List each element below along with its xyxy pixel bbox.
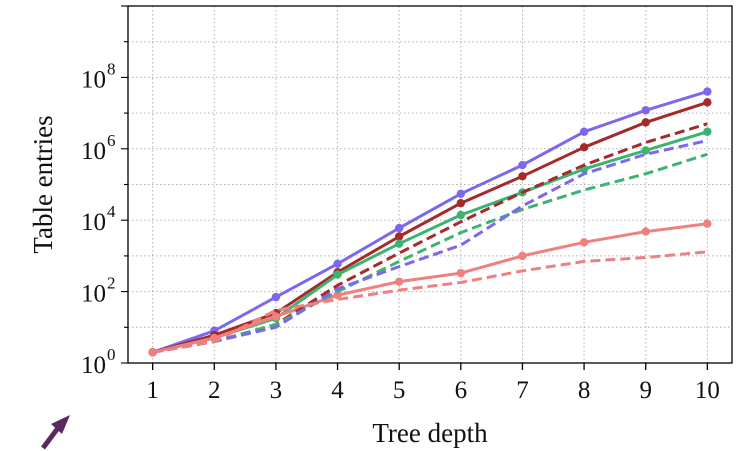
y-tick-label: 10	[81, 209, 106, 236]
data-point	[641, 227, 650, 236]
data-point	[456, 268, 466, 278]
data-point	[518, 160, 527, 170]
series-7	[152, 139, 708, 354]
y-tick-exponent: 4	[107, 202, 116, 221]
data-point	[641, 118, 650, 127]
y-tick-exponent: 0	[107, 345, 116, 364]
tick-marks	[121, 5, 708, 370]
series-2	[148, 98, 712, 357]
data-point	[394, 232, 404, 241]
series-line	[152, 222, 708, 354]
data-point	[518, 172, 527, 181]
y-tick-exponent: 6	[107, 131, 116, 150]
series-group	[148, 87, 712, 357]
y-tick-exponent: 2	[107, 274, 116, 293]
x-tick-label: 2	[208, 377, 221, 404]
x-tick-label: 9	[639, 377, 652, 404]
data-point	[703, 127, 712, 136]
x-tick-labels: 1 2 3 4 5 6 7 8 9 10	[146, 377, 719, 404]
data-point	[333, 270, 342, 279]
data-point	[394, 223, 404, 233]
grid-lines	[128, 6, 732, 363]
data-point	[394, 277, 404, 286]
x-tick-label: 5	[393, 377, 406, 404]
data-point	[579, 238, 589, 247]
data-point	[271, 312, 281, 321]
data-point	[641, 146, 650, 155]
y-tick-label: 10	[81, 281, 106, 308]
x-tick-label: 4	[331, 377, 344, 404]
data-point	[641, 106, 650, 115]
data-point	[579, 143, 589, 152]
data-point	[394, 239, 404, 248]
x-tick-label: 8	[578, 377, 591, 404]
x-tick-label: 1	[146, 377, 159, 404]
data-point	[271, 292, 281, 302]
y-tick-label: 10	[81, 66, 106, 93]
x-tick-label: 10	[695, 377, 720, 404]
series-line	[152, 100, 708, 354]
data-point	[518, 251, 527, 261]
y-tick-exponent: 8	[107, 59, 116, 78]
arrow-icon	[41, 415, 70, 450]
data-point	[703, 98, 712, 107]
data-point	[333, 259, 342, 269]
series-line	[152, 90, 708, 354]
data-point	[703, 87, 712, 96]
series-line	[152, 139, 708, 354]
data-point	[579, 127, 589, 136]
y-tick-label: 10	[81, 138, 106, 165]
series-line	[152, 250, 708, 354]
y-axis-label: Table entries	[28, 115, 58, 253]
data-point	[456, 210, 466, 220]
data-point	[456, 189, 466, 198]
x-tick-label: 3	[270, 377, 283, 404]
series-1	[148, 87, 712, 357]
x-axis-label: Tree depth	[372, 418, 488, 448]
x-tick-label: 6	[455, 377, 468, 404]
y-tick-label: 10	[81, 352, 106, 379]
data-point	[148, 348, 157, 357]
data-point	[456, 198, 466, 208]
x-tick-label: 7	[516, 377, 529, 404]
series-8	[152, 250, 708, 354]
data-point	[333, 290, 342, 300]
data-point	[703, 219, 712, 228]
